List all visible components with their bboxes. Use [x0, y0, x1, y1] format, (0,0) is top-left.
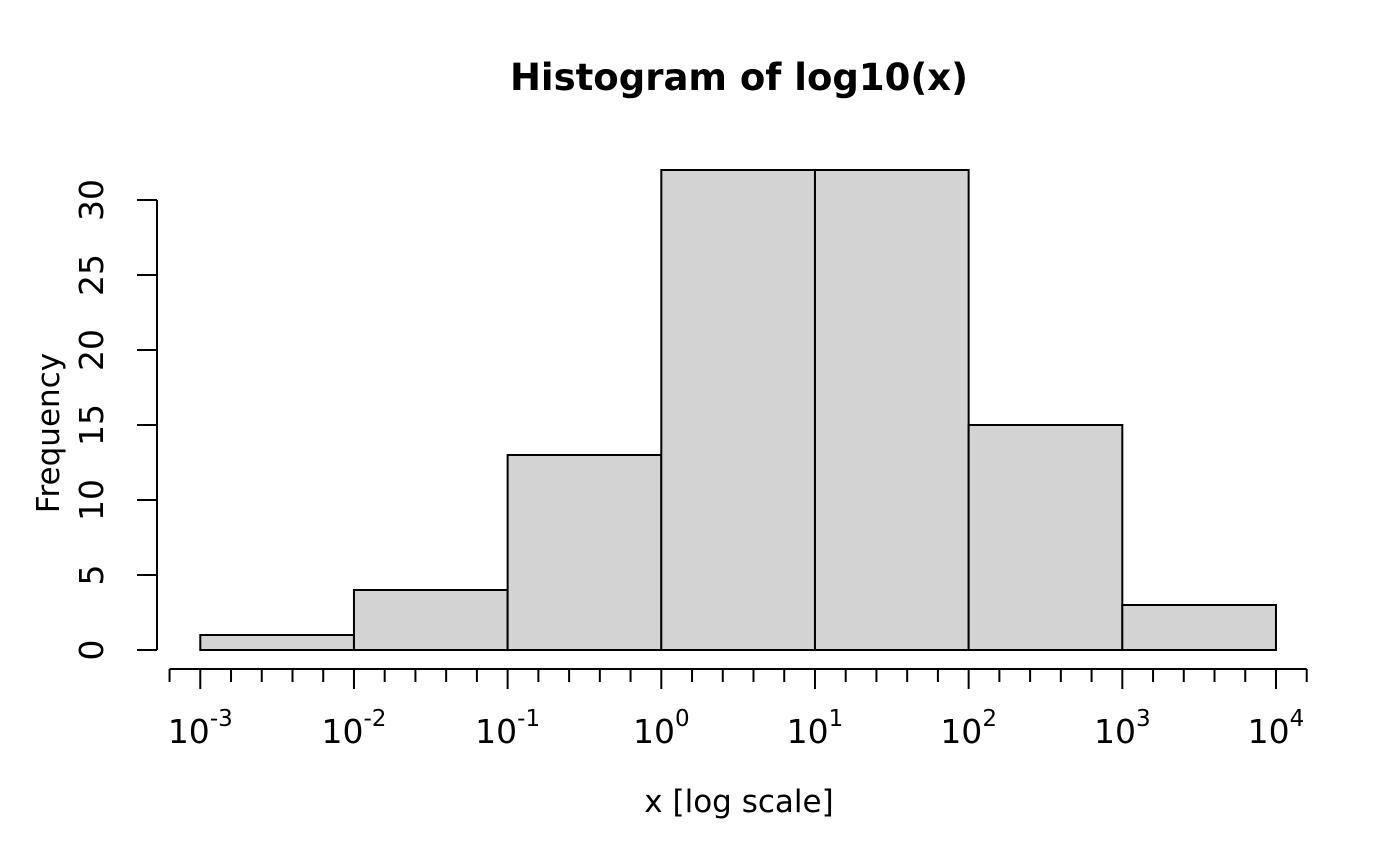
y-tick-label: 0: [72, 640, 111, 661]
x-tick-label: 10-1: [475, 706, 540, 751]
y-tick-label: 20: [72, 329, 111, 371]
y-tick-label: 10: [72, 479, 111, 521]
y-tick-label: 5: [72, 565, 111, 586]
y-tick-label: 30: [72, 179, 111, 221]
histogram-bar: [813, 169, 970, 651]
histogram-bar: [967, 424, 1124, 651]
y-tick-label: 25: [72, 254, 111, 296]
x-tick-label: 101: [787, 706, 844, 751]
x-tick-label: 104: [1248, 706, 1305, 751]
histogram-bar: [199, 634, 355, 651]
histogram-bar: [352, 589, 509, 651]
y-tick-label: 15: [72, 404, 111, 446]
x-tick-label: 10-2: [321, 706, 386, 751]
histogram-bar: [660, 169, 816, 651]
chart-title: Histogram of log10(x): [509, 56, 969, 99]
x-tick-label: 100: [633, 706, 690, 751]
x-tick-label: 10-3: [168, 706, 233, 751]
x-tick-label: 103: [1094, 706, 1151, 751]
x-tick-label: 102: [940, 706, 997, 751]
histogram-bar: [1121, 604, 1277, 651]
x-axis-title: x [log scale]: [644, 784, 834, 820]
histogram-bar: [506, 454, 663, 651]
